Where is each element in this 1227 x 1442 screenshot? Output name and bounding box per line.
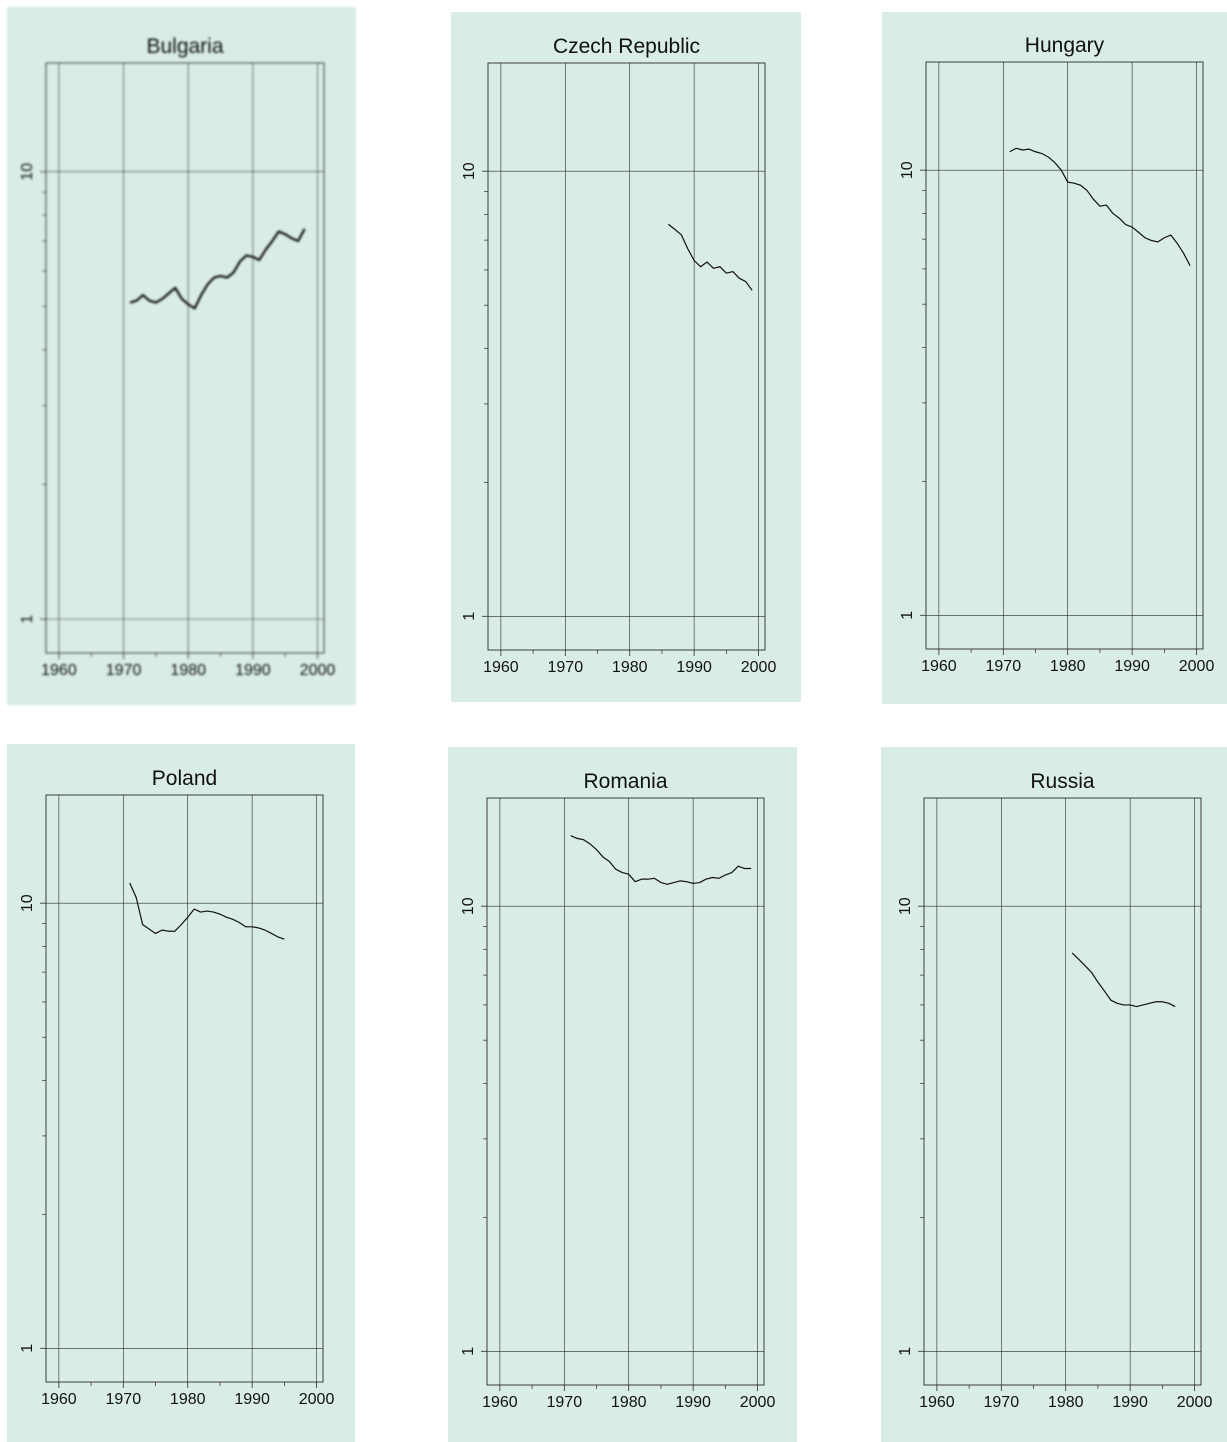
chart-panel-romania: Romania 1960 1970 1980 1990 2000 1 10 <box>448 747 797 1442</box>
x-tick-label-1960: 1960 <box>919 1394 955 1411</box>
x-tick-label-1980: 1980 <box>1048 1394 1084 1411</box>
chart-title: Romania <box>583 770 667 793</box>
chart-panel-russia: Russia 1960 1970 1980 1990 2000 1 10 <box>881 747 1227 1442</box>
chart-panel-bulgaria: Bulgaria 1960 1970 1980 1990 2000 1 10 <box>7 7 356 705</box>
y-tick-label-1: 1 <box>19 1344 36 1353</box>
chart-title: Russia <box>1030 770 1095 793</box>
plot-frame <box>45 62 325 654</box>
x-tick-label-1960: 1960 <box>483 659 519 676</box>
x-tick-label-1990: 1990 <box>1112 1394 1148 1411</box>
y-tick-label-1: 1 <box>19 615 36 624</box>
chart-title: Czech Republic <box>553 35 700 58</box>
x-tick-label-1960: 1960 <box>41 662 77 679</box>
y-tick-label-10: 10 <box>19 163 36 181</box>
y-tick-label-1: 1 <box>461 612 478 621</box>
x-tick-label-1970: 1970 <box>547 1394 583 1411</box>
x-tick-label-2000: 2000 <box>1179 658 1215 675</box>
chart-title: Hungary <box>1025 34 1105 57</box>
x-tick-label-1970: 1970 <box>106 1391 142 1408</box>
chart-svg-czech-republic: Czech Republic 1960 1970 1980 1990 2000 1 10 <box>461 35 777 676</box>
chart-title: Poland <box>152 767 217 790</box>
x-tick-label-1970: 1970 <box>984 1394 1020 1411</box>
chart-svg-russia: Russia 1960 1970 1980 1990 2000 1 10 <box>897 770 1213 1411</box>
plot-frame <box>486 797 765 1386</box>
chart-panel-poland: Poland 1960 1970 1980 1990 2000 1 10 <box>7 744 355 1442</box>
x-tick-label-1970: 1970 <box>106 662 142 679</box>
x-tick-label-2000: 2000 <box>299 1391 335 1408</box>
y-tick-label-10: 10 <box>19 894 36 912</box>
x-tick-label-2000: 2000 <box>1177 1394 1213 1411</box>
plot-frame <box>487 62 766 651</box>
chart-panel-hungary: Hungary 1960 1970 1980 1990 2000 1 10 <box>882 12 1227 704</box>
x-tick-label-1990: 1990 <box>676 659 712 676</box>
x-tick-label-1980: 1980 <box>611 1394 647 1411</box>
x-tick-label-1960: 1960 <box>921 658 957 675</box>
series-line-romania-0 <box>570 835 752 885</box>
chart-panel-czech-republic: Czech Republic 1960 1970 1980 1990 2000 1 10 <box>451 12 801 702</box>
plot-frame <box>923 797 1202 1386</box>
chart-svg-romania: Romania 1960 1970 1980 1990 2000 1 10 <box>460 770 776 1411</box>
x-tick-label-2000: 2000 <box>741 659 777 676</box>
x-tick-label-1960: 1960 <box>41 1391 77 1408</box>
y-tick-label-1: 1 <box>460 1347 477 1356</box>
y-tick-label-10: 10 <box>461 162 478 180</box>
series-line-bulgaria-0 <box>129 228 306 310</box>
chart-svg-bulgaria: Bulgaria 1960 1970 1980 1990 2000 1 10 <box>19 35 336 679</box>
y-tick-label-1: 1 <box>897 1347 914 1356</box>
x-tick-label-2000: 2000 <box>740 1394 776 1411</box>
x-tick-label-1970: 1970 <box>986 658 1022 675</box>
x-tick-label-1980: 1980 <box>1050 658 1086 675</box>
x-tick-label-2000: 2000 <box>300 662 336 679</box>
series-line-hungary-0 <box>1009 147 1191 267</box>
series-line-russia-0 <box>1071 952 1176 1008</box>
x-tick-label-1990: 1990 <box>1114 658 1150 675</box>
x-tick-label-1960: 1960 <box>482 1394 518 1411</box>
x-tick-label-1980: 1980 <box>170 1391 206 1408</box>
x-tick-label-1990: 1990 <box>675 1394 711 1411</box>
plot-frame <box>925 61 1204 650</box>
chart-svg-hungary: Hungary 1960 1970 1980 1990 2000 1 10 <box>899 34 1215 675</box>
chart-title: Bulgaria <box>146 35 223 58</box>
chart-svg-poland: Poland 1960 1970 1980 1990 2000 1 10 <box>19 767 335 1408</box>
y-tick-label-10: 10 <box>460 897 477 915</box>
series-line-czech-republic-0 <box>667 223 753 291</box>
y-tick-label-1: 1 <box>899 611 916 620</box>
x-tick-label-1990: 1990 <box>235 662 271 679</box>
series-line-poland-0 <box>129 882 285 940</box>
x-tick-label-1980: 1980 <box>170 662 206 679</box>
y-tick-label-10: 10 <box>899 161 916 179</box>
plot-frame <box>45 794 324 1383</box>
x-tick-label-1980: 1980 <box>612 659 648 676</box>
x-tick-label-1970: 1970 <box>548 659 584 676</box>
x-tick-label-1990: 1990 <box>234 1391 270 1408</box>
y-tick-label-10: 10 <box>897 897 914 915</box>
